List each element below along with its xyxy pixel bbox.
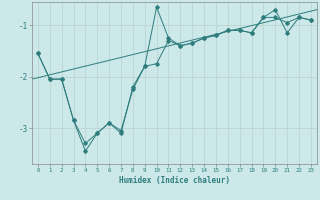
X-axis label: Humidex (Indice chaleur): Humidex (Indice chaleur) bbox=[119, 176, 230, 185]
